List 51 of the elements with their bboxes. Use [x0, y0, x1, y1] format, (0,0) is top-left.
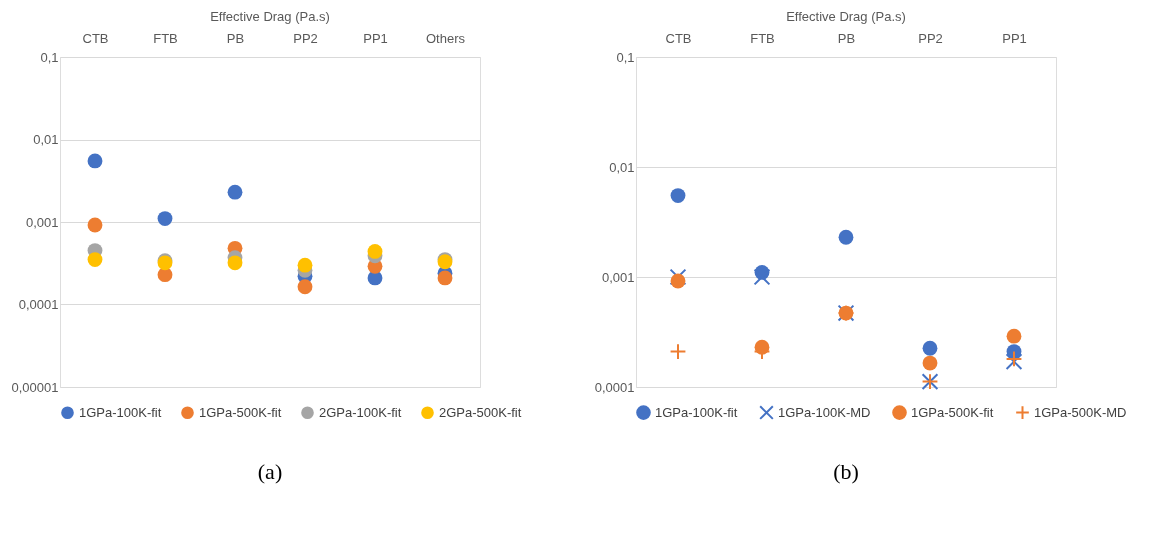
point [922, 355, 938, 371]
y-tick-label: 0,01 [33, 132, 59, 147]
y-tick-label: 0,0001 [594, 379, 635, 395]
legend-label: 2GPa-100K-fit [319, 404, 402, 420]
x-tick-label: Others [425, 30, 466, 46]
x-tick-label: PP1 [1002, 30, 1027, 46]
chart-title: Effective Drag (Pa.s) [210, 9, 330, 24]
legend-label: 1GPa-500K-fit [911, 404, 994, 420]
point [227, 255, 243, 271]
chart-title: Effective Drag (Pa.s) [786, 9, 906, 24]
point [670, 273, 686, 289]
point [227, 184, 243, 200]
legend-label: 1GPa-100K-MD [778, 404, 871, 420]
point [297, 257, 313, 273]
point [669, 343, 687, 360]
point [670, 188, 686, 203]
y-tick-label: 0,0001 [18, 297, 59, 312]
point [87, 252, 103, 268]
point [87, 153, 103, 169]
y-tick-label: 0,1 [40, 49, 59, 65]
point [367, 244, 383, 259]
legend-label: 1GPa-100K-fit [79, 404, 162, 420]
x-tick-label: PP2 [293, 30, 318, 46]
point [157, 211, 173, 226]
x-tick-label: FTB [153, 30, 178, 46]
legend-label: 1GPa-500K-fit [199, 404, 282, 420]
y-tick-label: 0,00001 [11, 379, 59, 395]
point [753, 268, 771, 286]
point [922, 340, 938, 356]
point [437, 270, 453, 286]
legend-label: 1GPa-100K-fit [655, 404, 738, 420]
legend-label: 1GPa-500K-MD [1034, 404, 1127, 420]
point [87, 217, 103, 233]
x-tick-label: CTB [665, 30, 692, 46]
x-tick-label: PB [837, 30, 856, 46]
y-tick-label: 0,001 [25, 214, 59, 230]
point [1006, 328, 1022, 344]
x-tick-label: PP1 [363, 30, 388, 46]
y-tick-label: 0,01 [609, 159, 635, 175]
text: (b) [833, 459, 859, 484]
x-tick-label: FTB [750, 30, 775, 46]
legend-label: 2GPa-500K-fit [439, 404, 522, 420]
x-tick-label: PP2 [918, 30, 943, 46]
y-tick-label: 0,001 [601, 269, 635, 285]
y-tick-label: 0,1 [616, 49, 635, 65]
point [669, 268, 687, 286]
text: (a) [257, 459, 283, 484]
point [297, 279, 313, 295]
x-tick-label: CTB [82, 30, 109, 46]
point [838, 229, 854, 245]
x-tick-label: PB [226, 30, 245, 46]
